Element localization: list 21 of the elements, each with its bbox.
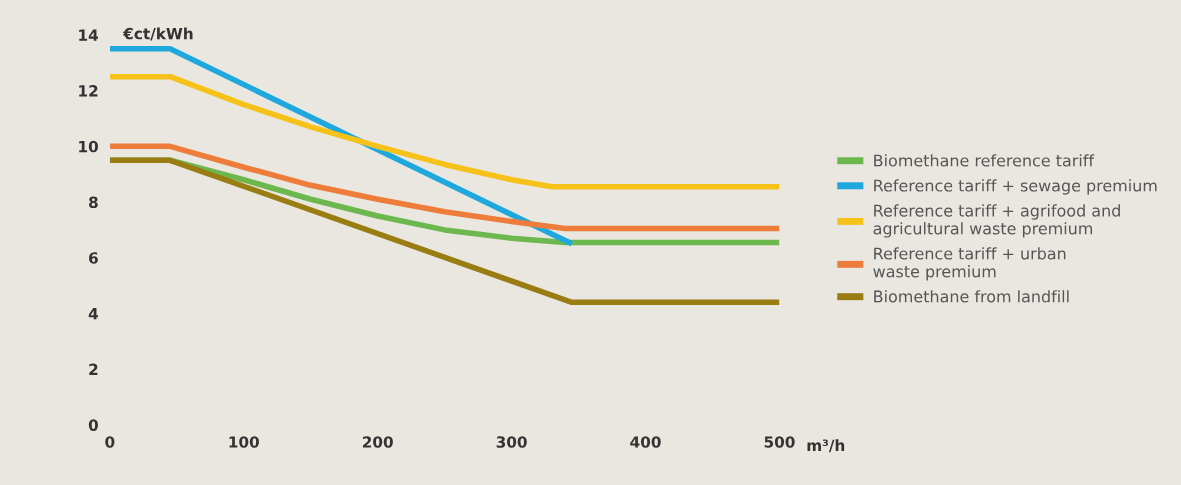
legend-label: Reference tariff + urban waste premium (873, 247, 1066, 281)
legend-label: Biomethane reference tariff (874, 154, 1095, 167)
y-tick-label: 10 (79, 140, 98, 153)
y-axis-title: €ct/kWh (122, 27, 193, 41)
y-tick-label: 8 (89, 196, 98, 209)
legend-label: Biomethane from landfill (874, 290, 1069, 303)
x-tick-label: 300 (496, 436, 527, 448)
x-tick-label: 100 (229, 436, 259, 448)
y-tick-label: 2 (89, 363, 98, 375)
y-tick-label: 4 (88, 308, 99, 320)
y-tick-label: 0 (88, 419, 98, 431)
x-tick-label: 0 (105, 436, 115, 448)
y-tick-label: 6 (89, 252, 98, 264)
x-tick-label: 200 (362, 436, 393, 448)
y-tick-label: 12 (79, 85, 98, 97)
y-tick-label: 14 (79, 29, 99, 41)
x-axis-title: m³/h (807, 439, 845, 453)
x-tick-label: 500 (764, 436, 795, 448)
x-tick-label: 400 (630, 436, 661, 448)
legend-label: Reference tariff + sewage premium (874, 179, 1157, 195)
legend-label: Reference tariff + agrifood and agricultural waste premium (873, 204, 1120, 238)
